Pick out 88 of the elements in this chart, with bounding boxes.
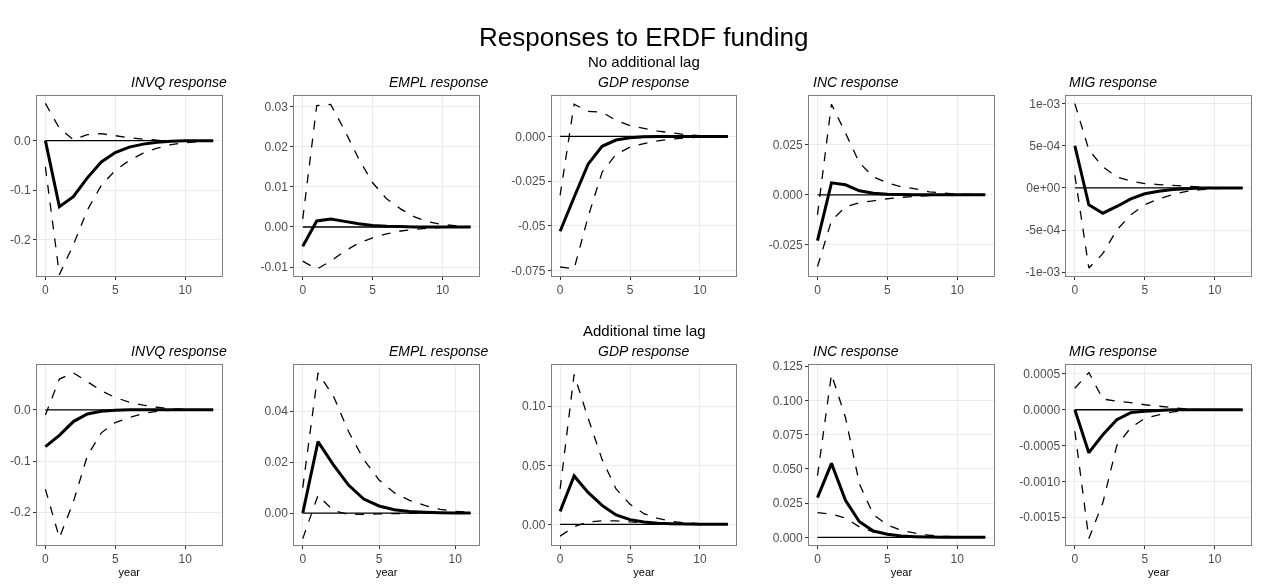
x-tick-label: 5 xyxy=(626,552,634,567)
y-tick-label: -0.025 xyxy=(511,174,546,189)
y-tick-label: -0.0015 xyxy=(1019,510,1061,525)
y-tick-label: 0.100 xyxy=(772,393,804,408)
x-axis-title: year xyxy=(890,566,913,579)
y-tick-label: -0.1 xyxy=(9,454,31,469)
y-tick-label: 0.0000 xyxy=(1023,402,1061,417)
x-tick-label: 10 xyxy=(435,283,450,297)
text: Responses to ERDF funding xyxy=(479,22,809,52)
chart-title: MIG response xyxy=(1069,74,1158,90)
chart-title: GDP response xyxy=(598,343,690,359)
y-tick-label: -5e-04 xyxy=(1025,223,1061,238)
x-tick-label: 10 xyxy=(448,552,463,567)
y-tick-label: 0.01 xyxy=(264,180,289,194)
text: No additional lag xyxy=(588,53,700,70)
chart-title: INVQ response xyxy=(131,74,227,90)
x-tick-label: 10 xyxy=(950,552,965,567)
x-tick-label: 5 xyxy=(111,283,119,297)
x-tick-label: 5 xyxy=(1141,283,1149,297)
y-tick-label: 0.075 xyxy=(772,427,804,442)
y-tick-label: -0.2 xyxy=(9,233,31,248)
x-tick-label: 0 xyxy=(42,283,50,297)
y-tick-label: 0.000 xyxy=(515,129,546,144)
chart-title: GDP response xyxy=(598,74,690,90)
y-tick-label: 0.03 xyxy=(264,99,289,114)
x-tick-label: 0 xyxy=(42,552,50,567)
y-tick-label: -1e-03 xyxy=(1025,265,1061,280)
chart-title: INC response xyxy=(813,343,899,359)
y-tick-label: 0.00 xyxy=(521,517,546,532)
y-tick-label: 0.00 xyxy=(264,506,289,521)
x-tick-label: 10 xyxy=(950,283,965,297)
x-tick-label: 0 xyxy=(1071,552,1079,567)
x-axis-title: year xyxy=(633,566,656,579)
y-tick-label: -0.075 xyxy=(511,263,546,278)
y-tick-label: 0.000 xyxy=(772,530,804,545)
y-tick-label: -0.0005 xyxy=(1019,438,1061,453)
x-tick-label: 0 xyxy=(814,552,822,567)
chart-title: EMPL response xyxy=(389,343,489,359)
chart-title: EMPL response xyxy=(389,74,489,90)
y-tick-label: -0.0010 xyxy=(1019,474,1061,489)
y-tick-label: -0.025 xyxy=(768,237,804,252)
x-tick-label: 10 xyxy=(1207,283,1222,297)
x-tick-label: 0 xyxy=(1071,283,1079,297)
y-tick-label: 0.000 xyxy=(772,187,804,202)
y-tick-label: 0.02 xyxy=(264,455,289,470)
y-tick-label: 0.10 xyxy=(521,399,546,414)
y-tick-label: -0.01 xyxy=(260,260,289,275)
x-axis-title: year xyxy=(118,566,141,579)
x-axis-title: year xyxy=(375,566,398,579)
x-tick-label: 10 xyxy=(178,283,193,297)
x-tick-label: 0 xyxy=(299,552,307,567)
y-tick-label: 0e+00 xyxy=(1026,181,1061,196)
x-tick-label: 10 xyxy=(693,552,707,567)
y-tick-label: 0.04 xyxy=(264,404,289,419)
chart-title: MIG response xyxy=(1069,343,1158,359)
y-tick-label: 0.0005 xyxy=(1023,367,1061,382)
y-tick-label: 0.125 xyxy=(772,359,804,374)
x-tick-label: 0 xyxy=(814,283,822,297)
y-tick-label: -0.2 xyxy=(9,505,31,520)
chart-title: INC response xyxy=(813,74,899,90)
y-tick-label: -0.1 xyxy=(9,183,31,198)
x-tick-label: 5 xyxy=(884,552,892,567)
x-tick-label: 0 xyxy=(556,552,564,567)
x-tick-label: 10 xyxy=(693,283,707,297)
x-tick-label: 5 xyxy=(884,283,892,297)
x-tick-label: 0 xyxy=(556,283,564,297)
y-tick-label: 0.025 xyxy=(772,138,804,153)
chart-title: INVQ response xyxy=(131,343,227,359)
x-tick-label: 10 xyxy=(178,552,193,567)
y-tick-label: 0.0 xyxy=(13,403,31,417)
x-tick-label: 5 xyxy=(626,283,634,297)
x-tick-label: 5 xyxy=(1141,552,1149,567)
y-tick-label: 0.00 xyxy=(264,220,289,235)
x-tick-label: 5 xyxy=(111,552,119,567)
x-tick-label: 5 xyxy=(375,552,383,567)
y-tick-label: 0.0 xyxy=(13,133,31,148)
x-tick-label: 10 xyxy=(1207,552,1222,567)
y-tick-label: 0.050 xyxy=(772,462,804,477)
y-tick-label: 0.02 xyxy=(264,139,289,154)
y-tick-label: 1e-03 xyxy=(1029,96,1061,111)
y-tick-label: 0.025 xyxy=(772,496,804,511)
text: Additional time lag xyxy=(583,322,706,339)
x-tick-label: 0 xyxy=(299,283,307,297)
x-axis-title: year xyxy=(1148,566,1170,579)
y-tick-label: 0.05 xyxy=(521,458,546,473)
x-tick-label: 5 xyxy=(369,283,377,297)
y-tick-label: 5e-04 xyxy=(1029,138,1061,153)
y-tick-label: -0.05 xyxy=(517,219,546,234)
